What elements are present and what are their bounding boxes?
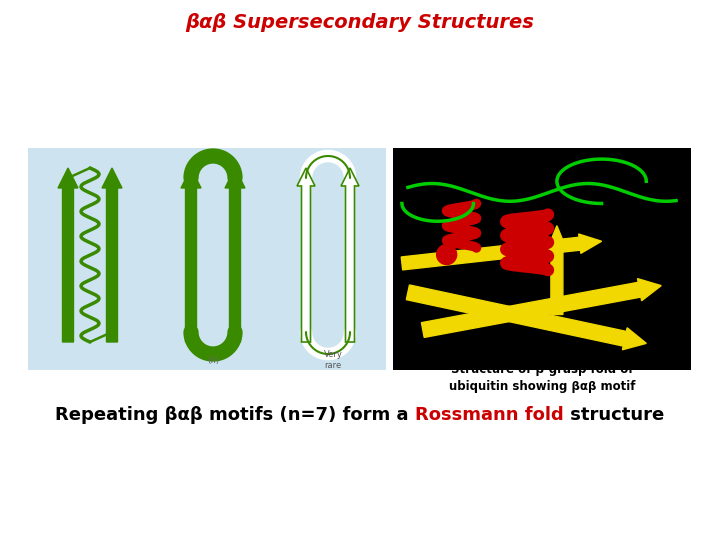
Text: βαβ Supersecondary Structures: βαβ Supersecondary Structures	[186, 12, 534, 31]
FancyArrow shape	[297, 168, 315, 342]
FancyArrow shape	[341, 168, 359, 342]
Circle shape	[436, 245, 456, 265]
Bar	[393, 148, 691, 370]
Text: (ii): (ii)	[207, 355, 219, 364]
FancyArrow shape	[548, 226, 566, 314]
FancyArrow shape	[181, 168, 201, 342]
FancyArrow shape	[225, 168, 245, 342]
Text: Repeating βαβ motifs (n=7) form a: Repeating βαβ motifs (n=7) form a	[55, 406, 415, 424]
FancyArrow shape	[421, 279, 661, 338]
FancyArrow shape	[401, 234, 602, 270]
Bar	[28, 148, 386, 370]
FancyArrow shape	[58, 168, 78, 342]
Text: structure: structure	[564, 406, 664, 424]
Text: Structure of β-grasp fold of
ubiquitin showing βαβ motif: Structure of β-grasp fold of ubiquitin s…	[449, 363, 635, 393]
FancyArrow shape	[102, 168, 122, 342]
Text: Very
rare: Very rare	[323, 350, 343, 370]
FancyArrow shape	[406, 285, 647, 350]
Text: Rossmann fold: Rossmann fold	[415, 406, 564, 424]
